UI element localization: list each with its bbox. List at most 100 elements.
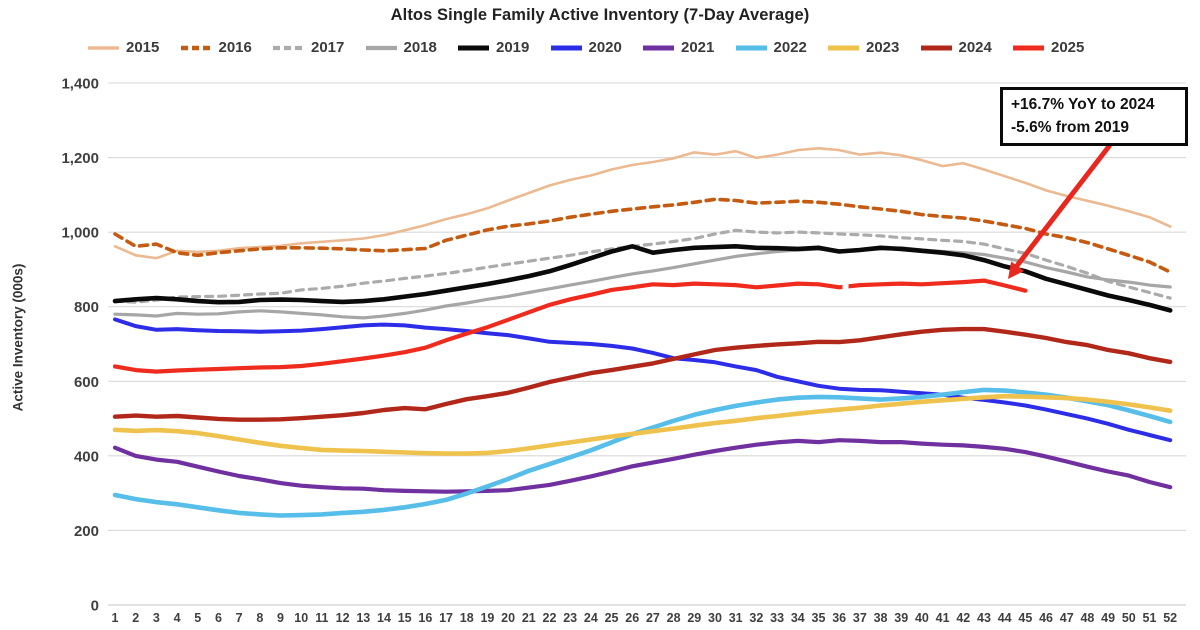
legend-swatch-2024 <box>920 45 952 50</box>
annotation-arrow-shaft <box>1014 143 1112 269</box>
legend-item-2018: 2018 <box>365 39 458 56</box>
x-tick-label: 11 <box>315 611 328 625</box>
legend-item-2019: 2019 <box>457 39 550 56</box>
legend-label-2018: 2018 <box>403 39 437 56</box>
x-tick-label: 42 <box>956 611 970 625</box>
x-tick-label: 46 <box>1039 611 1053 625</box>
legend-label-2023: 2023 <box>866 39 900 56</box>
x-tick-label: 12 <box>336 611 350 625</box>
legend-label-2021: 2021 <box>681 39 715 56</box>
y-tick-label: 200 <box>74 523 99 540</box>
x-tick-label: 20 <box>501 611 515 625</box>
legend-item-2022: 2022 <box>735 39 828 56</box>
x-tick-label: 17 <box>439 611 453 625</box>
legend-swatch-2016 <box>180 45 212 50</box>
legend-swatch-2017 <box>273 45 304 50</box>
x-tick-label: 18 <box>460 611 474 625</box>
y-tick-label: 1,000 <box>61 225 99 242</box>
x-tick-label: 40 <box>915 611 929 625</box>
x-tick-label: 29 <box>687 611 701 625</box>
x-tick-label: 6 <box>215 611 222 625</box>
legend-label-2024: 2024 <box>958 39 992 56</box>
x-tick-label: 27 <box>646 611 660 625</box>
series-line-2021 <box>112 438 1173 494</box>
legend-label-2019: 2019 <box>496 39 530 56</box>
chart-title: Altos Single Family Active Inventory (7-… <box>390 6 810 24</box>
x-tick-label: 16 <box>418 611 432 625</box>
legend: 2015 2016 2017 2018 2019 2020 2021 2022 2023 2024… <box>87 39 1105 56</box>
x-tick-label: 31 <box>729 611 743 625</box>
y-tick-label: 800 <box>74 299 99 316</box>
x-tick-label: 28 <box>667 611 681 625</box>
legend-item-2025: 2025 <box>1012 39 1105 56</box>
legend-item-2023: 2023 <box>827 39 920 56</box>
series-line-2022 <box>112 387 1173 518</box>
x-tick-label: 2 <box>132 611 139 625</box>
y-tick-label: 1,200 <box>61 150 99 167</box>
y-tick-label: 600 <box>74 374 99 391</box>
y-tick-label: 1,400 <box>61 76 99 93</box>
x-tick-label: 14 <box>377 611 391 625</box>
y-tick-label: 0 <box>91 598 99 615</box>
series-line-2024 <box>112 326 1173 422</box>
x-tick-label: 33 <box>770 611 784 625</box>
x-tick-label: 49 <box>1101 611 1115 625</box>
annotation-box: +16.7% YoY to 2024 -5.6% from 2019 <box>1000 87 1188 146</box>
legend-swatch-2020 <box>550 45 582 50</box>
annotation-line2: -5.6% from 2019 <box>1011 119 1130 136</box>
y-tick-label: 400 <box>74 448 99 465</box>
series-line-2019 <box>112 244 1173 313</box>
series-line-2018 <box>113 246 1172 320</box>
legend-swatch-2022 <box>735 45 767 50</box>
x-tick-label: 10 <box>294 611 308 625</box>
x-tick-label: 25 <box>605 611 619 625</box>
series-line-2023 <box>112 393 1173 456</box>
x-tick-label: 8 <box>256 611 263 625</box>
legend-swatch-2015 <box>88 45 119 50</box>
legend-label-2025: 2025 <box>1051 39 1085 56</box>
legend-label-2022: 2022 <box>773 39 807 56</box>
legend-item-2015: 2015 <box>87 39 180 56</box>
x-tick-label: 30 <box>708 611 722 625</box>
legend-swatch-2025 <box>1013 45 1044 50</box>
annotation-arrow-head <box>1008 261 1024 279</box>
legend-label-2020: 2020 <box>588 39 622 56</box>
x-tick-label: 48 <box>1080 611 1094 625</box>
x-tick-label: 39 <box>894 611 908 625</box>
series-line-2016 <box>113 197 1172 274</box>
x-tick-label: 45 <box>1018 611 1032 625</box>
x-tick-label: 21 <box>522 611 536 625</box>
legend-swatch-2021 <box>643 45 674 50</box>
x-tick-label: 50 <box>1122 611 1136 625</box>
x-tick-label: 41 <box>936 611 950 625</box>
x-tick-label: 38 <box>874 611 888 625</box>
x-tick-label: 43 <box>977 611 991 625</box>
legend-label-2015: 2015 <box>126 39 160 56</box>
x-tick-label: 32 <box>749 611 763 625</box>
x-tick-label: 22 <box>543 611 557 625</box>
legend-item-2024: 2024 <box>920 39 1013 56</box>
x-tick-label: 13 <box>356 611 370 625</box>
legend-item-2017: 2017 <box>272 39 365 56</box>
x-tick-label: 15 <box>398 611 412 625</box>
x-tick-label: 37 <box>853 611 867 625</box>
x-tick-label: 7 <box>236 611 243 625</box>
x-tick-label: 36 <box>832 611 846 625</box>
annotation-line1: +16.7% YoY to 2024 <box>1011 96 1155 113</box>
series-line-2025 <box>112 278 1028 374</box>
series-line-2017 <box>113 228 1172 304</box>
legend-item-2021: 2021 <box>642 39 735 56</box>
x-tick-label: 9 <box>277 611 284 625</box>
series-line-2020 <box>113 317 1173 443</box>
x-tick-label: 1 <box>112 611 119 625</box>
x-tick-label: 47 <box>1060 611 1074 625</box>
legend-label-2017: 2017 <box>311 39 345 56</box>
line-break-2025 <box>842 280 849 294</box>
x-tick-label: 26 <box>625 611 639 625</box>
legend-item-2016: 2016 <box>180 39 273 56</box>
x-tick-label: 19 <box>480 611 494 625</box>
x-tick-label: 23 <box>563 611 577 625</box>
series-line-2015 <box>113 147 1172 260</box>
